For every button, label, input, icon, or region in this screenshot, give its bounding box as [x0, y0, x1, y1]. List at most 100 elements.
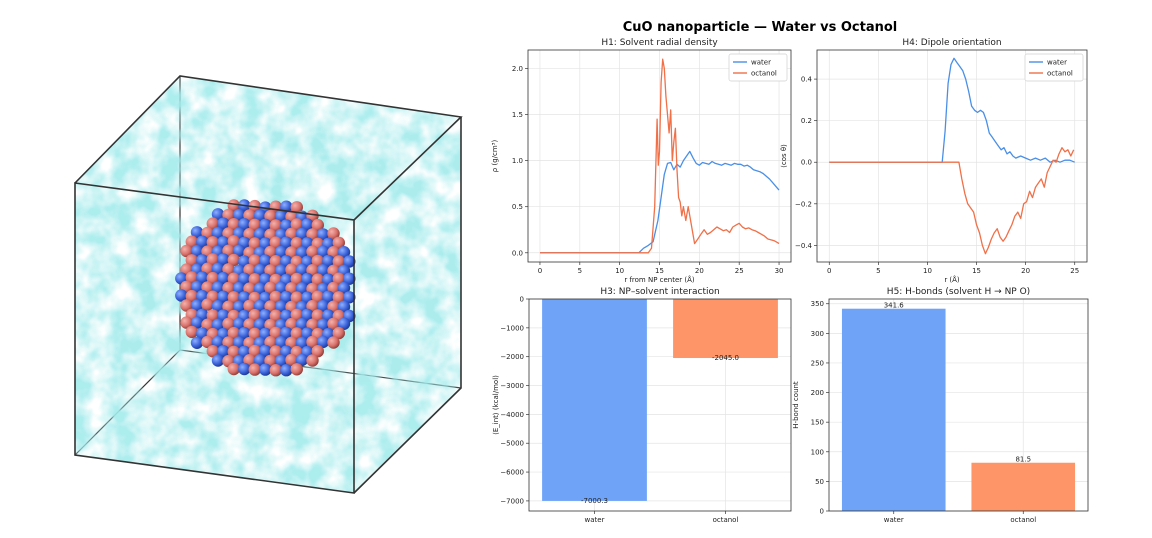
y-tick-label: −0.2 — [795, 200, 812, 208]
cu-atom — [248, 363, 261, 376]
cu-atom — [227, 199, 240, 212]
x-tick-label: octanol — [713, 516, 739, 524]
chart-h1: H1: Solvent radial density ρ (g/cm³) r fro… — [491, 38, 792, 284]
o-atom — [343, 255, 356, 268]
o-atom — [238, 218, 251, 231]
y-tick-label: −1000 — [500, 324, 524, 332]
cu-atom — [285, 263, 298, 276]
box-top-edge — [74, 75, 463, 221]
y-tick-label: 0.4 — [801, 76, 813, 84]
y-tick-label: 2.0 — [512, 65, 523, 73]
o-atom — [274, 336, 288, 349]
series-line-octanol — [829, 147, 1075, 255]
cu-atom — [269, 364, 282, 377]
x-tick-label: 30 — [775, 267, 784, 275]
y-tick-label: −3000 — [500, 382, 524, 390]
y-tick-label: 300 — [811, 330, 824, 338]
o-atom — [217, 253, 230, 266]
cu-atom — [290, 272, 303, 286]
o-atom — [280, 364, 293, 377]
o-atom — [337, 300, 351, 313]
cu-atom — [206, 345, 219, 358]
plot-area — [817, 50, 1087, 262]
o-atom — [316, 299, 330, 313]
o-atom — [280, 326, 293, 339]
o-atom — [274, 264, 288, 277]
cu-atom — [185, 325, 198, 339]
o-atom — [280, 200, 293, 213]
cu-atom — [311, 254, 324, 268]
cu-atom — [311, 345, 324, 358]
cu-atom — [269, 326, 282, 339]
o-atom — [232, 244, 246, 257]
cu-atom — [290, 218, 303, 231]
o-atom — [217, 271, 230, 285]
cu-atom — [206, 217, 219, 230]
y-tick-label: −5000 — [500, 440, 524, 448]
o-atom — [190, 226, 204, 239]
legend-box — [1024, 53, 1084, 82]
o-atom — [253, 209, 267, 222]
o-atom — [337, 317, 351, 330]
o-atom — [280, 236, 293, 249]
o-atom — [238, 362, 251, 376]
o-atom — [232, 208, 246, 222]
o-atom — [232, 317, 246, 330]
o-atom — [232, 300, 246, 313]
y-axis-label: ρ (g/cm³) — [491, 140, 499, 173]
o-atom — [337, 246, 351, 259]
y-axis-label: H-bond count — [792, 381, 800, 429]
series-line-water — [829, 57, 1075, 163]
series-line-water — [540, 150, 780, 254]
o-atom — [211, 318, 225, 331]
o-atom — [295, 263, 309, 276]
o-atom — [343, 291, 356, 304]
nanoparticle — [175, 199, 356, 377]
bar-octanol — [971, 462, 1076, 511]
cu-atom — [285, 353, 298, 367]
x-axis-label: r from NP center (Å) — [624, 275, 695, 284]
cu-atom — [269, 255, 282, 268]
chart-h5: H5: H-bonds (solvent H → NP O) H-bond cou… — [792, 287, 1089, 524]
o-atom — [295, 317, 309, 331]
chart-title: H4: Dipole orientation — [902, 38, 1001, 48]
cu-atom — [332, 272, 345, 285]
cu-atom — [311, 273, 324, 286]
x-tick-label: 5 — [876, 267, 880, 275]
plot-border — [528, 298, 792, 512]
x-tick-label: 0 — [538, 267, 542, 275]
x-tick-label: 5 — [578, 267, 582, 275]
o-atom — [322, 290, 335, 303]
cu-atom — [290, 201, 303, 214]
cu-atom — [227, 272, 240, 285]
o-atom — [253, 318, 267, 331]
bar-data-label-octanol: -2045.0 — [712, 354, 739, 362]
o-atom — [211, 226, 225, 240]
cu-atom — [248, 254, 261, 267]
o-atom — [301, 308, 314, 321]
o-atom — [211, 208, 225, 221]
cu-atom — [264, 281, 277, 294]
nanoparticle-scene — [74, 75, 463, 494]
x-tick-label: 10 — [615, 267, 624, 275]
y-tick-label: −6000 — [500, 469, 524, 477]
o-atom — [301, 218, 314, 231]
o-atom — [253, 282, 267, 295]
cu-atom — [311, 309, 324, 322]
cu-atom — [185, 254, 198, 267]
cu-atom — [206, 236, 219, 249]
cu-atom — [332, 236, 345, 249]
cu-atom — [311, 290, 324, 303]
o-atom — [253, 227, 267, 241]
o-atom — [259, 218, 272, 231]
cu-atom — [306, 354, 319, 367]
y-tick-label: 0.2 — [801, 117, 812, 125]
cu-atom — [311, 218, 324, 232]
cu-atom — [180, 316, 193, 329]
plot-border — [816, 49, 1088, 263]
y-tick-label: 100 — [811, 448, 824, 456]
cu-atom — [180, 244, 193, 258]
bar-water — [841, 308, 946, 511]
legend-label-water: water — [1047, 59, 1067, 67]
o-atom — [316, 335, 330, 349]
